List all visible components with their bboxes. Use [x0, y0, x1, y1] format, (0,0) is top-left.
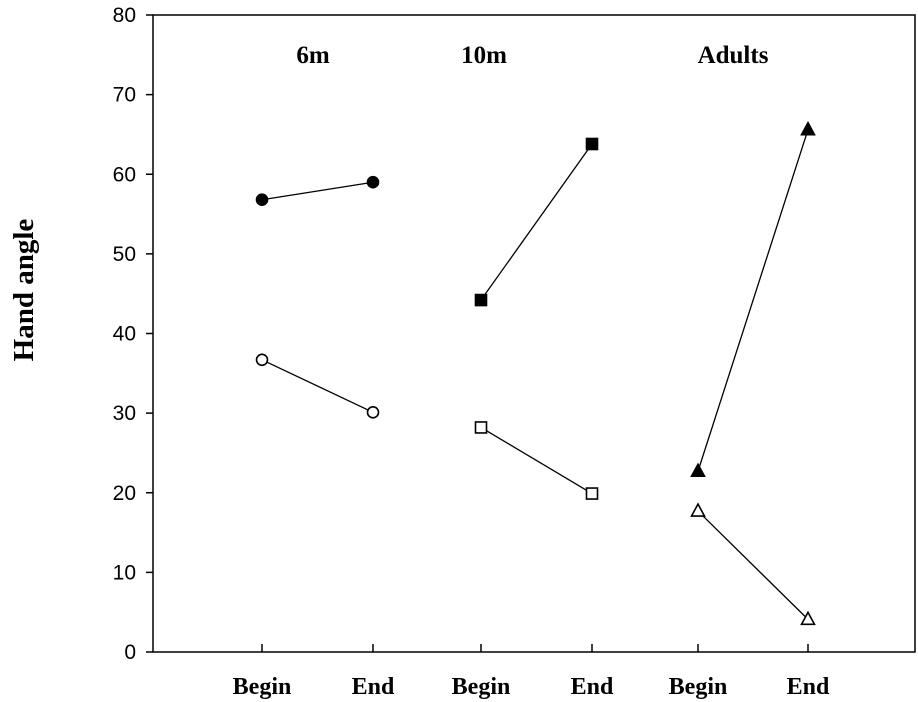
- data-point: [800, 120, 816, 136]
- y-tick-label: 40: [113, 323, 136, 346]
- y-axis-label: Hand angle: [8, 219, 40, 362]
- data-point: [366, 175, 380, 189]
- series-layer: [255, 120, 816, 626]
- data-point: [474, 293, 488, 307]
- series-line: [697, 510, 809, 620]
- x-axis: Begin End Begin End Begin End: [233, 644, 830, 700]
- y-tick-label: 10: [113, 561, 136, 584]
- data-point: [585, 487, 599, 500]
- y-tick-label: 20: [113, 482, 136, 505]
- x-category-label: End: [352, 674, 395, 700]
- x-category-label: Begin: [669, 674, 728, 700]
- data-point: [366, 406, 380, 419]
- x-category-label: Begin: [452, 674, 511, 700]
- group-label: 6m: [296, 42, 330, 69]
- data-point: [690, 462, 706, 478]
- data-point: [690, 502, 706, 517]
- data-point: [585, 137, 599, 151]
- x-category-label: End: [571, 674, 614, 700]
- data-point: [800, 610, 816, 626]
- y-tick-label: 70: [113, 84, 136, 107]
- series-line: [261, 181, 374, 201]
- data-point: [255, 353, 269, 367]
- series-line: [261, 359, 374, 413]
- plot-frame: [152, 14, 916, 653]
- x-category-label: Begin: [233, 674, 292, 700]
- series-line: [480, 426, 593, 495]
- y-tick-label: 30: [113, 402, 136, 425]
- group-label: 10m: [461, 42, 507, 69]
- group-labels: 6m 10m Adults: [296, 42, 768, 69]
- y-axis: 0 10 20 30 40 50 60 70 80: [113, 4, 153, 664]
- y-tick-label: 80: [113, 4, 136, 27]
- data-point: [255, 193, 269, 207]
- data-point: [474, 421, 488, 434]
- y-tick-label: 0: [124, 641, 136, 664]
- x-category-label: End: [787, 674, 830, 700]
- group-label: Adults: [698, 42, 769, 69]
- series-line: [480, 143, 593, 301]
- y-tick-label: 60: [113, 163, 136, 186]
- series-line: [697, 129, 809, 472]
- y-tick-label: 50: [113, 243, 136, 266]
